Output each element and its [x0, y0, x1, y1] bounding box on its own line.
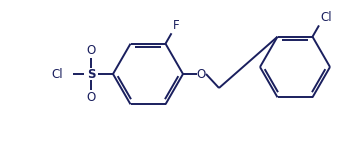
- Text: O: O: [196, 68, 206, 81]
- Text: F: F: [173, 19, 179, 32]
- Text: O: O: [86, 44, 96, 57]
- Text: O: O: [86, 91, 96, 104]
- Text: S: S: [87, 68, 95, 81]
- Text: Cl: Cl: [320, 11, 332, 24]
- Text: Cl: Cl: [51, 68, 63, 81]
